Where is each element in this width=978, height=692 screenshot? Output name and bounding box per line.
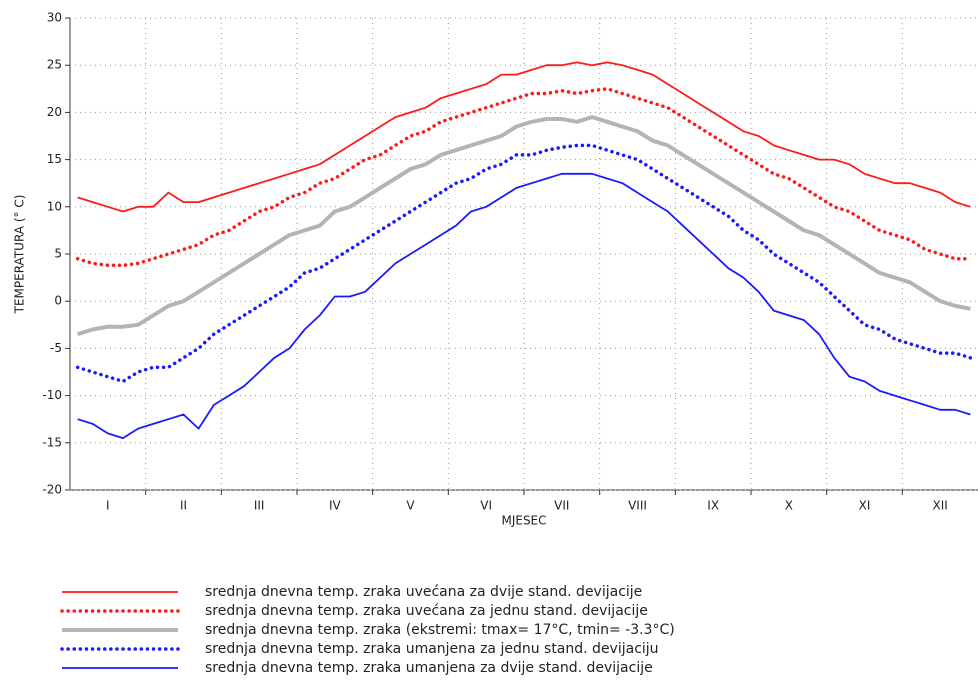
- y-tick-label: -20: [42, 483, 62, 497]
- y-tick-label: 25: [47, 58, 62, 72]
- series-line: [75, 143, 973, 384]
- legend-label: srednja dnevna temp. zraka umanjena za d…: [205, 660, 653, 676]
- legend-label: srednja dnevna temp. zraka umanjena za j…: [205, 641, 659, 657]
- y-tick-label: 30: [47, 11, 62, 25]
- y-axis-label: TEMPERATURA (° C): [13, 195, 27, 315]
- x-tick-label: IV: [329, 499, 342, 513]
- x-tick-label: I: [106, 499, 110, 513]
- y-tick-label: 20: [47, 105, 62, 119]
- x-tick-label: V: [406, 499, 415, 513]
- x-axis-label: MJESEC: [501, 514, 546, 528]
- y-tick-label: 5: [54, 247, 62, 261]
- y-tick-label: 15: [47, 152, 62, 166]
- legend-label: srednja dnevna temp. zraka (ekstremi: tm…: [205, 622, 675, 638]
- x-tick-label: XI: [859, 499, 871, 513]
- y-tick-label: -15: [42, 435, 62, 449]
- x-tick-label: VIII: [628, 499, 647, 513]
- y-tick-label: 0: [54, 294, 62, 308]
- x-tick-label: IX: [707, 499, 719, 513]
- x-tick-label: X: [785, 499, 793, 513]
- x-tick-label: II: [180, 499, 187, 513]
- y-tick-label: -5: [50, 341, 62, 355]
- series-line: [77, 172, 971, 439]
- y-tick-label: -10: [42, 388, 62, 402]
- y-tick-label: 10: [47, 199, 62, 213]
- x-tick-label: VII: [554, 499, 569, 513]
- x-tick-label: III: [254, 499, 265, 513]
- x-tick-label: XII: [933, 499, 948, 513]
- series-line: [77, 61, 971, 213]
- legend-label: srednja dnevna temp. zraka uvećana za dv…: [205, 584, 642, 600]
- x-tick-label: VI: [480, 499, 492, 513]
- series-line: [77, 115, 971, 337]
- legend-label: srednja dnevna temp. zraka uvećana za je…: [205, 603, 648, 619]
- series-line: [75, 87, 973, 268]
